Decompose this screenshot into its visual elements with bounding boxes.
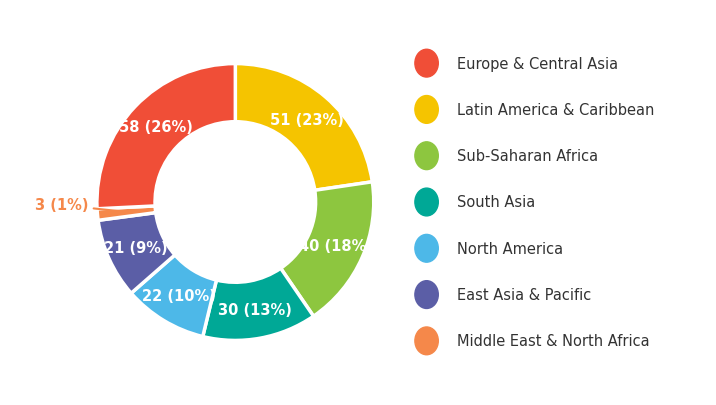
Circle shape [415, 189, 438, 216]
Wedge shape [203, 269, 314, 341]
Text: 3 (1%): 3 (1%) [34, 198, 124, 213]
Wedge shape [131, 255, 216, 337]
Text: Latin America & Caribbean: Latin America & Caribbean [458, 103, 654, 117]
Circle shape [415, 50, 438, 78]
Text: South Asia: South Asia [458, 195, 536, 210]
Text: 21 (9%): 21 (9%) [104, 240, 168, 255]
Text: Sub-Saharan Africa: Sub-Saharan Africa [458, 149, 599, 164]
Text: 22 (10%): 22 (10%) [142, 288, 216, 303]
Circle shape [415, 281, 438, 309]
Text: Middle East & North Africa: Middle East & North Africa [458, 334, 650, 348]
Wedge shape [281, 182, 374, 316]
Wedge shape [97, 207, 156, 221]
Text: 51 (23%): 51 (23%) [270, 113, 344, 128]
Wedge shape [236, 64, 372, 191]
Text: East Asia & Pacific: East Asia & Pacific [458, 288, 591, 302]
Wedge shape [97, 64, 236, 209]
Circle shape [415, 143, 438, 170]
Text: North America: North America [458, 241, 563, 256]
Text: 58 (26%): 58 (26%) [119, 120, 193, 135]
Wedge shape [98, 213, 175, 294]
Text: 40 (18%): 40 (18%) [299, 239, 372, 254]
Text: Europe & Central Asia: Europe & Central Asia [458, 57, 619, 71]
Circle shape [415, 235, 438, 262]
Circle shape [415, 96, 438, 124]
Text: 30 (13%): 30 (13%) [218, 302, 292, 317]
Circle shape [415, 327, 438, 355]
